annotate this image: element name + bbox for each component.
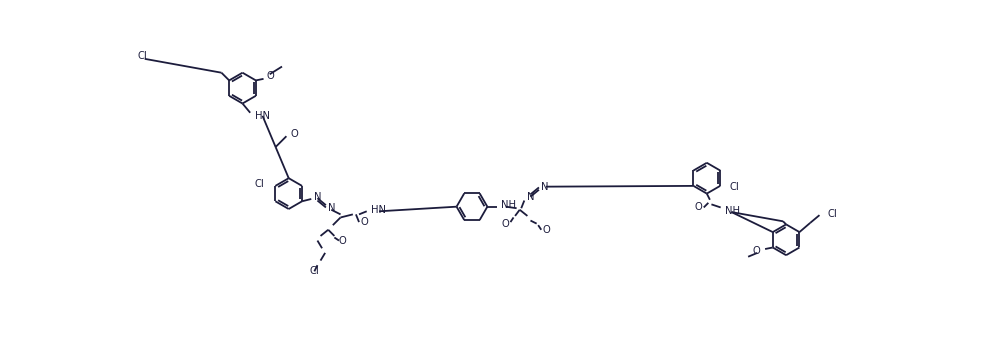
Text: HN: HN (255, 111, 270, 121)
Text: O: O (267, 71, 275, 81)
Text: HN: HN (371, 205, 387, 215)
Text: Cl: Cl (729, 182, 739, 193)
Text: Cl: Cl (137, 51, 147, 61)
Text: N: N (541, 182, 549, 191)
Text: NH: NH (725, 206, 740, 215)
Text: O: O (543, 225, 551, 235)
Text: O: O (290, 129, 298, 139)
Text: Cl: Cl (255, 179, 265, 189)
Text: N: N (314, 193, 322, 202)
Text: O: O (360, 217, 368, 227)
Text: NH: NH (501, 200, 517, 210)
Text: O: O (501, 219, 509, 229)
Text: O: O (695, 202, 703, 212)
Text: O: O (339, 236, 346, 245)
Text: N: N (329, 203, 336, 213)
Text: Cl: Cl (310, 266, 319, 276)
Text: N: N (527, 193, 535, 202)
Text: Cl: Cl (828, 209, 837, 219)
Text: O: O (753, 245, 761, 256)
